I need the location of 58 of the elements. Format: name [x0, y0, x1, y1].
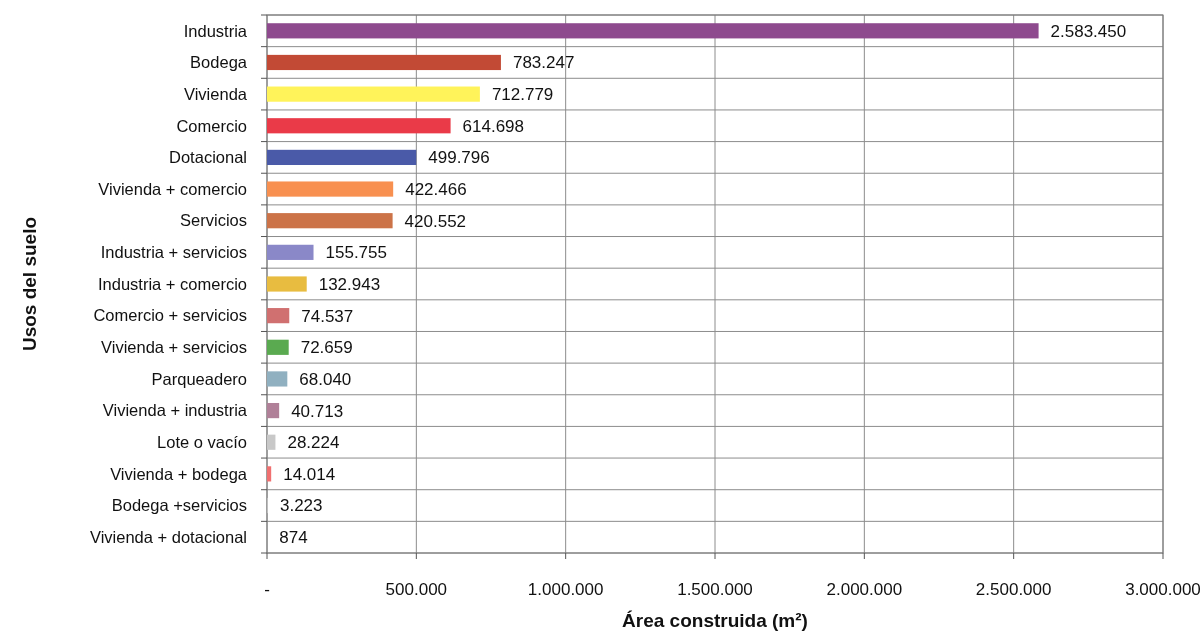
y-tick-label: Vivienda + servicios: [101, 338, 247, 357]
y-tick-label: Bodega: [190, 53, 248, 72]
bar: [267, 181, 394, 197]
x-tick-label: -: [264, 580, 270, 599]
data-label: 28.224: [287, 433, 340, 453]
y-tick-label: Dotacional: [169, 148, 247, 167]
data-label: 712.779: [491, 85, 554, 105]
bar: [267, 339, 289, 355]
y-tick-label: Vivienda + industria: [102, 401, 248, 420]
y-tick-label: Vivienda + comercio: [98, 179, 247, 198]
y-tick-label: Lote o vacío: [157, 433, 247, 452]
data-label: 3.223: [279, 496, 323, 516]
x-axis-title: Área construida (m²): [622, 610, 808, 631]
data-label: 783.247: [512, 53, 575, 73]
x-tick-label: 1.500.000: [677, 580, 753, 599]
bar: [267, 244, 314, 260]
bar: [267, 466, 272, 482]
y-tick-label: Vivienda + bodega: [110, 464, 248, 483]
y-tick-label: Industria + servicios: [100, 243, 247, 262]
x-tick-label: 1.000.000: [527, 580, 604, 599]
bar: [267, 118, 451, 134]
data-label: 72.659: [300, 338, 353, 358]
bar: [267, 308, 290, 324]
data-label: 132.943: [318, 274, 381, 294]
data-label: 614.698: [462, 116, 525, 136]
bar: [267, 86, 480, 102]
bar: [267, 276, 307, 292]
y-tick-label: Comercio: [176, 116, 247, 135]
bar: [267, 371, 288, 387]
data-label: 420.552: [404, 211, 467, 231]
data-label: 74.537: [301, 306, 354, 326]
bar: [267, 402, 280, 419]
y-tick-label: Comercio + servicios: [93, 306, 247, 325]
y-axis-title: Usos del suelo: [19, 216, 40, 352]
x-tick-label: 500.000: [385, 580, 448, 599]
y-tick-label: Industria + comercio: [97, 274, 247, 293]
bar: [267, 23, 1039, 39]
x-tick-label: 2.000.000: [826, 580, 903, 599]
data-label: 155.755: [325, 243, 387, 263]
data-label: 68.040: [299, 369, 352, 389]
data-label: 499.796: [428, 148, 490, 168]
data-label: 40.713: [291, 401, 344, 421]
y-tick-label: Parqueadero: [151, 369, 247, 388]
x-tick-label: 2.500.000: [975, 580, 1052, 599]
data-label: 2.583.450: [1050, 21, 1127, 41]
y-tick-label: Servicios: [180, 211, 247, 230]
y-tick-label: Industria: [183, 21, 248, 40]
bar: [267, 149, 417, 166]
y-tick-label: Bodega +servicios: [111, 496, 247, 515]
y-tick-label: Vivienda: [184, 84, 248, 103]
bar: [267, 54, 501, 71]
x-tick-label: 3.000.000: [1125, 580, 1200, 599]
y-tick-label: Vivienda + dotacional: [89, 527, 247, 546]
data-label: 422.466: [405, 180, 467, 200]
data-label: 14.014: [283, 464, 336, 484]
bar: [267, 434, 276, 450]
data-label: 874: [279, 528, 308, 548]
bar: [267, 213, 393, 229]
